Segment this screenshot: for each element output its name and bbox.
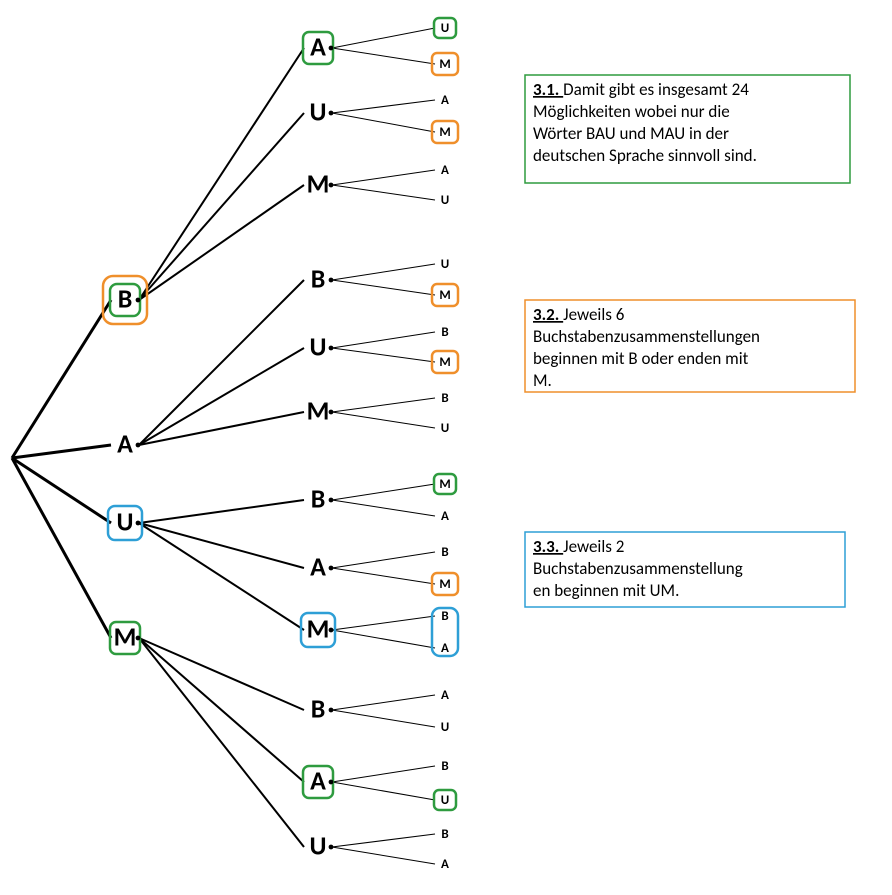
svg-text:U: U	[310, 330, 327, 362]
svg-text:B: B	[441, 827, 448, 842]
svg-text:M: M	[439, 288, 450, 303]
svg-text:U: U	[441, 21, 450, 36]
svg-text:A: A	[310, 764, 326, 796]
svg-text:A: A	[441, 857, 449, 872]
svg-text:U: U	[310, 829, 327, 861]
svg-text:U: U	[310, 95, 327, 127]
svg-text:B: B	[441, 545, 448, 560]
svg-text:deutschen Sprache sinnvoll sin: deutschen Sprache sinnvoll sind.	[533, 145, 757, 166]
svg-text:U: U	[441, 793, 450, 808]
svg-text:Wörter BAU und MAU in der: Wörter BAU und MAU in der	[533, 123, 729, 144]
svg-text:M.: M.	[533, 370, 552, 391]
svg-text:U: U	[441, 257, 450, 272]
svg-text:B: B	[118, 282, 133, 314]
svg-text:3.2. Jeweils 6: 3.2. Jeweils 6	[533, 304, 625, 325]
svg-text:B: B	[441, 759, 448, 774]
svg-text:U: U	[117, 505, 134, 537]
svg-text:A: A	[310, 550, 326, 582]
svg-text:B: B	[311, 692, 326, 724]
svg-text:U: U	[441, 193, 450, 208]
svg-text:B: B	[441, 609, 448, 624]
svg-text:Möglichkeiten wobei nur die: Möglichkeiten wobei nur die	[533, 101, 730, 122]
svg-text:B: B	[441, 391, 448, 406]
svg-text:M: M	[439, 577, 450, 592]
svg-text:B: B	[441, 325, 448, 340]
svg-text:3.3. Jeweils 2: 3.3. Jeweils 2	[533, 536, 624, 557]
svg-text:A: A	[441, 641, 449, 656]
svg-text:Buchstabenzusammenstellungen: Buchstabenzusammenstellungen	[533, 326, 760, 347]
svg-text:3.1. Damit gibt es insgesamt 2: 3.1. Damit gibt es insgesamt 24	[533, 79, 749, 100]
svg-text:beginnen mit B oder enden mit: beginnen mit B oder enden mit	[533, 348, 749, 369]
svg-text:U: U	[441, 720, 450, 735]
svg-text:A: A	[441, 93, 449, 108]
svg-text:Buchstabenzusammenstellung: Buchstabenzusammenstellung	[533, 558, 743, 579]
svg-text:A: A	[117, 427, 133, 459]
svg-text:A: A	[310, 30, 326, 62]
svg-text:B: B	[311, 482, 326, 514]
svg-text:M: M	[307, 612, 330, 644]
svg-text:M: M	[439, 125, 450, 140]
svg-text:U: U	[441, 421, 450, 436]
svg-text:M: M	[439, 355, 450, 370]
svg-text:M: M	[307, 394, 330, 426]
tree-diagram: BAUMAUMBUMBAMBAUUMAMAUUMBMBUMABMBAAUBUBA…	[0, 0, 892, 895]
svg-text:A: A	[441, 163, 449, 178]
svg-text:en beginnen mit UM.: en beginnen mit UM.	[533, 580, 679, 601]
svg-text:A: A	[441, 509, 449, 524]
svg-text:M: M	[439, 57, 450, 72]
svg-text:A: A	[441, 688, 449, 703]
svg-text:M: M	[439, 477, 450, 492]
svg-text:M: M	[114, 620, 137, 652]
svg-text:M: M	[307, 167, 330, 199]
svg-text:B: B	[311, 262, 326, 294]
